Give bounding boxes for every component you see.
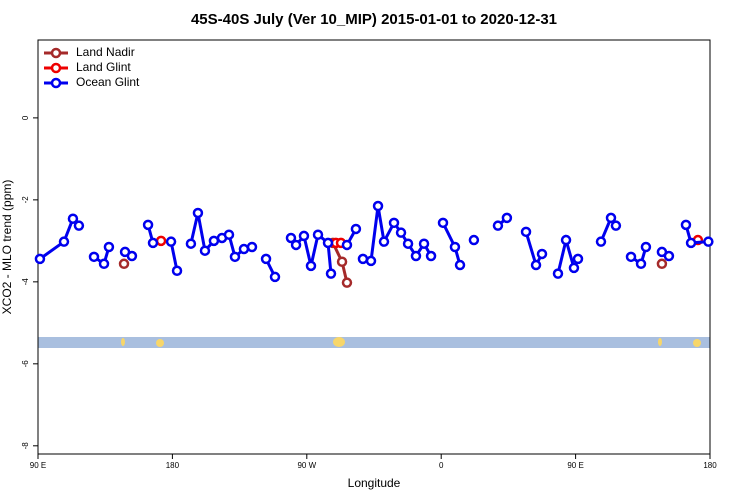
point: [378, 236, 390, 247]
point: [501, 212, 513, 224]
point: [625, 251, 637, 263]
point: [454, 259, 466, 271]
y-tick-label: -6: [21, 360, 30, 368]
y-tick-label: 0: [21, 115, 30, 120]
point: [285, 232, 297, 244]
point: [656, 258, 668, 270]
point: [357, 253, 369, 265]
point: [635, 258, 647, 270]
point: [492, 220, 504, 231]
point: [118, 258, 130, 270]
point: [520, 226, 532, 238]
point: [34, 253, 46, 265]
point: [568, 262, 580, 274]
x-tick-label: 90 W: [297, 461, 316, 470]
point: [185, 238, 197, 249]
point: [468, 234, 480, 246]
point: [199, 245, 211, 256]
point: [336, 256, 348, 268]
point: [126, 250, 138, 262]
point: [425, 250, 437, 262]
point: [223, 229, 235, 240]
point: [605, 212, 617, 224]
point: [238, 243, 250, 255]
y-tick-label: -8: [21, 442, 30, 450]
legend-label: Land Glint: [76, 60, 131, 74]
point: [155, 235, 167, 247]
point: [165, 236, 177, 247]
point: [312, 229, 324, 240]
point: [530, 259, 542, 271]
x-axis-label: Longitude: [348, 476, 401, 490]
series-line: [333, 243, 662, 283]
point: [341, 239, 353, 251]
y-tick-label: -4: [21, 278, 30, 286]
legend-label: Ocean Glint: [76, 75, 140, 89]
point: [290, 239, 302, 251]
plot-frame: [37, 39, 711, 455]
point: [229, 251, 241, 263]
y-axis-label: XCO2 - MLO trend (ppm): [0, 180, 14, 315]
x-tick-label: 180: [166, 461, 180, 470]
point: [395, 227, 407, 238]
point: [341, 277, 353, 288]
point: [703, 236, 714, 247]
x-tick-label: 90 E: [30, 461, 46, 470]
x-tick-label: 180: [703, 461, 717, 470]
point: [595, 236, 607, 247]
point: [640, 241, 652, 253]
point: [572, 253, 584, 265]
point: [260, 253, 272, 265]
x-tick-label: 0: [439, 461, 444, 470]
point: [142, 219, 154, 231]
legend-marker: [50, 62, 62, 74]
point: [402, 238, 414, 249]
point: [449, 241, 461, 253]
point: [418, 238, 430, 249]
point: [305, 260, 317, 272]
point: [246, 241, 258, 253]
point: [410, 250, 422, 262]
map-strip: [38, 337, 710, 348]
legend-marker: [50, 47, 62, 59]
y-tick-label: -2: [21, 196, 30, 204]
point: [269, 271, 281, 283]
point: [372, 200, 384, 212]
point: [560, 234, 572, 246]
point: [322, 237, 334, 249]
point: [536, 248, 548, 260]
point: [171, 265, 183, 277]
point: [388, 217, 400, 229]
legend-label: Land Nadir: [76, 45, 135, 59]
chart-title: 45S-40S July (Ver 10_MIP) 2015-01-01 to …: [191, 11, 557, 28]
point: [610, 220, 622, 231]
point: [365, 255, 377, 267]
point: [552, 268, 564, 279]
point: [680, 219, 692, 231]
point: [103, 241, 115, 253]
point: [208, 235, 220, 247]
point: [192, 207, 204, 219]
point: [325, 268, 337, 279]
x-tick-label: 90 E: [567, 461, 583, 470]
point: [88, 251, 100, 263]
point: [685, 237, 697, 249]
point: [663, 250, 675, 262]
point: [98, 258, 110, 270]
point: [437, 217, 449, 229]
point: [350, 223, 362, 235]
point: [147, 237, 159, 249]
point: [58, 236, 70, 247]
point: [73, 220, 85, 231]
point: [298, 230, 310, 242]
point: [67, 213, 79, 224]
legend-marker: [50, 77, 62, 89]
